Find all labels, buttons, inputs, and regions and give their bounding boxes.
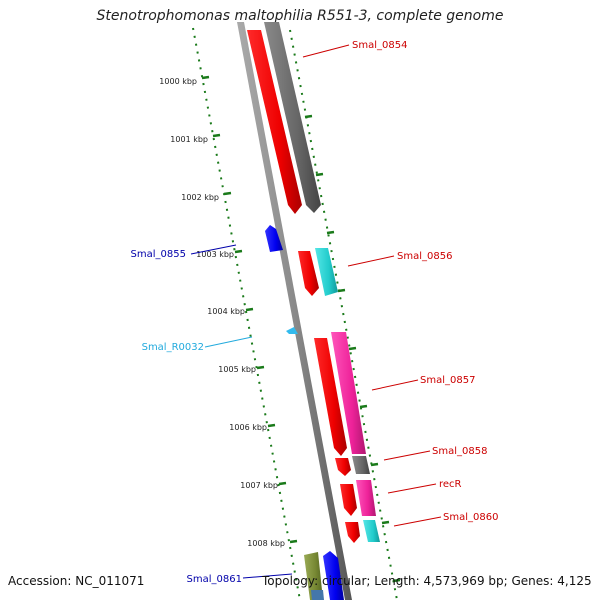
ruler-ticks [201,75,401,583]
gene-feature[interactable] [340,484,357,516]
gene-feature[interactable] [286,327,298,334]
kbp-label: 1001 kbp [170,135,208,144]
gene-feature[interactable] [331,332,366,454]
gene-feature[interactable] [335,458,351,476]
gene-label[interactable]: Smal_0854 [352,40,407,51]
gene-label[interactable]: Smal_0857 [420,375,475,386]
gene-label[interactable]: Smal_0860 [443,512,498,523]
gene-feature [311,590,324,600]
kbp-label: 1008 kbp [247,539,285,548]
gene-feature[interactable] [352,456,370,474]
gene-feature[interactable] [363,520,380,542]
kbp-label: 1006 kbp [229,423,267,432]
kbp-label: 1000 kbp [159,77,197,86]
kbp-label: 1007 kbp [240,481,278,490]
ruler-line-right [289,29,398,600]
ruler-line-left [192,27,301,600]
topology-text: Topology: circular; Length: 4,573,969 bp… [262,574,592,588]
gene-label[interactable]: recR [439,479,462,490]
kbp-label: 1003 kbp [196,250,234,259]
gene-label[interactable]: Smal_R0032 [142,342,204,353]
gene-label[interactable]: Smal_0858 [432,446,487,457]
gene-feature[interactable] [247,30,302,214]
gene-feature[interactable] [345,522,360,543]
gene-feature[interactable] [265,225,283,252]
gene-label[interactable]: Smal_0861 [187,574,242,585]
map-title: Stenotrophomonas maltophilia R551-3, com… [96,8,504,24]
gene-label[interactable]: Smal_0856 [397,251,452,262]
gene-feature[interactable] [356,480,376,516]
gene-feature[interactable] [298,251,319,296]
gene-feature[interactable] [315,248,338,296]
gene-feature[interactable] [264,22,321,213]
leader-lines [190,44,442,579]
kbp-label: 1004 kbp [207,307,245,316]
gene-label[interactable]: Smal_0855 [131,249,186,260]
genome-backbone [237,22,352,600]
gene-feature[interactable] [304,552,323,600]
gene-feature[interactable] [314,338,347,456]
kbp-label: 1002 kbp [181,193,219,202]
accession-text: Accession: NC_011071 [8,574,145,588]
kbp-label: 1005 kbp [218,365,256,374]
gene-feature[interactable] [323,551,344,600]
